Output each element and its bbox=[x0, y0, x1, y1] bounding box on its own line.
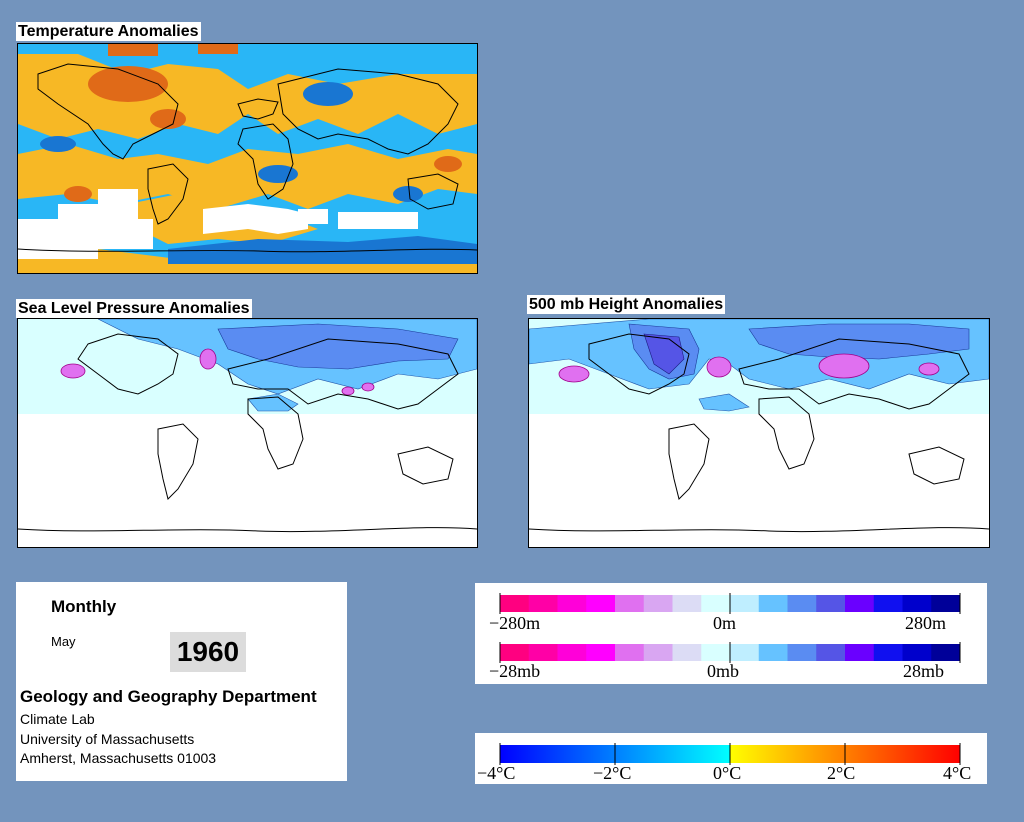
temp-label-minus4: −4°C bbox=[477, 763, 515, 783]
slp-anomaly-map bbox=[17, 318, 478, 548]
pressure-color-bar bbox=[499, 642, 961, 663]
slp-map-title: Sea Level Pressure Anomalies bbox=[16, 299, 252, 318]
pressure-scale-swatch bbox=[931, 644, 961, 661]
department-label: Geology and Geography Department bbox=[20, 687, 317, 706]
pressure-scale-swatch bbox=[643, 644, 673, 661]
pressure-scale-swatch bbox=[787, 644, 817, 661]
temperature-map-title: Temperature Anomalies bbox=[16, 22, 201, 41]
missing-data-regions bbox=[18, 189, 418, 259]
temp-label-4: 4°C bbox=[943, 763, 971, 783]
height-scale-swatch bbox=[730, 595, 760, 612]
year-label: 1960 bbox=[170, 632, 246, 672]
height-scale-swatch bbox=[931, 595, 961, 612]
height-scale-swatch bbox=[701, 595, 731, 612]
pressure-scale-swatch bbox=[845, 644, 875, 661]
high-pressure-regions bbox=[60, 348, 375, 396]
pressure-scale-swatch bbox=[816, 644, 846, 661]
height-scale-swatch bbox=[816, 595, 846, 612]
lab-label: Climate Lab bbox=[20, 711, 95, 727]
height-scale-swatch bbox=[873, 595, 903, 612]
hot-anomaly-regions bbox=[64, 44, 462, 202]
pressure-min-label: −28mb bbox=[489, 661, 540, 681]
pressure-scale-swatch bbox=[500, 644, 530, 661]
height-scale-swatch bbox=[672, 595, 702, 612]
temperature-legend: −4°C −2°C 0°C 2°C 4°C bbox=[475, 733, 987, 784]
pressure-scale-swatch bbox=[557, 644, 587, 661]
pressure-scale-swatch bbox=[873, 644, 903, 661]
height-scale-swatch bbox=[586, 595, 616, 612]
period-label: Monthly bbox=[51, 597, 117, 616]
height-scale-swatch bbox=[758, 595, 788, 612]
coastline-outlines bbox=[529, 333, 989, 533]
height-scale-swatch bbox=[500, 595, 530, 612]
temp-label-2: 2°C bbox=[827, 763, 855, 783]
strong-low-pressure-regions bbox=[217, 323, 459, 370]
positive-height-regions bbox=[558, 353, 940, 383]
pressure-scale-swatch bbox=[758, 644, 788, 661]
pressure-scale-swatch bbox=[730, 644, 760, 661]
pressure-scale-swatch bbox=[672, 644, 702, 661]
height-max-label: 280m bbox=[905, 613, 946, 633]
month-label: May bbox=[51, 634, 76, 649]
deep-negative-height-regions bbox=[643, 333, 685, 375]
height-scale-swatch bbox=[845, 595, 875, 612]
height-scale-swatch bbox=[528, 595, 558, 612]
height-scale-swatch bbox=[643, 595, 673, 612]
pressure-zero-label: 0mb bbox=[707, 661, 739, 681]
pressure-scale-swatch bbox=[902, 644, 932, 661]
height-scale-swatch bbox=[557, 595, 587, 612]
university-label: University of Massachusetts bbox=[20, 731, 195, 747]
pressure-max-label: 28mb bbox=[903, 661, 944, 681]
info-box: Monthly May 1960 Geology and Geography D… bbox=[16, 582, 347, 781]
pressure-scale-swatch bbox=[528, 644, 558, 661]
height-pressure-legend: −280m 0m 280m −28mb 0mb 28mb bbox=[475, 583, 987, 684]
height-scale-swatch bbox=[615, 595, 645, 612]
temp-label-0: 0°C bbox=[713, 763, 741, 783]
cold-anomaly-regions bbox=[40, 82, 477, 264]
pressure-scale-swatch bbox=[615, 644, 645, 661]
temp-label-minus2: −2°C bbox=[593, 763, 631, 783]
height-anomaly-map bbox=[528, 318, 990, 548]
height-zero-label: 0m bbox=[713, 613, 736, 633]
height-scale-swatch bbox=[902, 595, 932, 612]
coastline-outlines bbox=[18, 63, 477, 253]
address-label: Amherst, Massachusetts 01003 bbox=[20, 750, 217, 766]
height-map-title: 500 mb Height Anomalies bbox=[527, 295, 726, 314]
pressure-scale-swatch bbox=[586, 644, 616, 661]
coastline-outlines bbox=[18, 333, 477, 533]
temperature-anomaly-map bbox=[17, 43, 478, 274]
height-color-bar bbox=[499, 593, 961, 614]
height-scale-swatch bbox=[787, 595, 817, 612]
height-min-label: −280m bbox=[489, 613, 540, 633]
pressure-scale-swatch bbox=[701, 644, 731, 661]
